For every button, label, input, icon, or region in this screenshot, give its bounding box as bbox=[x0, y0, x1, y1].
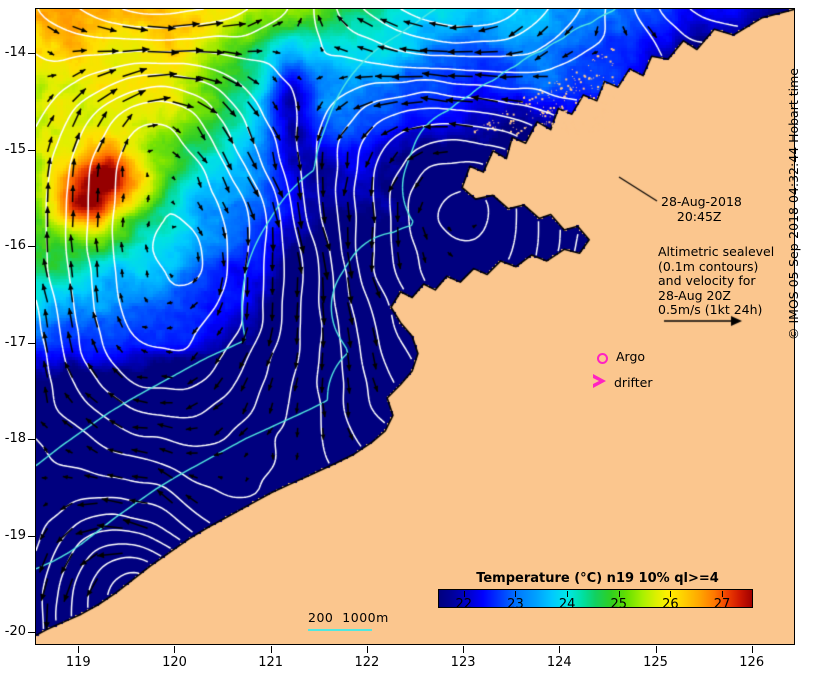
map-plot-area[interactable]: 28-Aug-2018 20:45Z Altimetric sealevel (… bbox=[35, 8, 795, 645]
x-tick bbox=[655, 646, 657, 653]
bathymetry-legend-line bbox=[308, 629, 372, 631]
colorbar-tick-label: 26 bbox=[662, 597, 679, 612]
colorbar-title: Temperature (°C) n19 10% ql>=4 bbox=[476, 571, 719, 586]
drifter-marker-icon bbox=[593, 374, 606, 388]
y-tick bbox=[28, 342, 35, 344]
y-tick-label: -19 bbox=[4, 527, 26, 543]
colorbar-tick bbox=[722, 591, 724, 597]
x-tick-label: 121 bbox=[258, 655, 284, 670]
colorbar-tick bbox=[463, 591, 465, 597]
y-tick bbox=[28, 632, 35, 634]
x-tick-label: 119 bbox=[65, 655, 91, 670]
x-tick bbox=[559, 646, 561, 653]
colorbar-tick bbox=[670, 591, 672, 597]
x-tick bbox=[751, 646, 753, 653]
y-tick bbox=[28, 53, 35, 55]
x-tick-label: 124 bbox=[546, 655, 572, 670]
colorbar-tick-label: 24 bbox=[558, 597, 576, 612]
copyright-label: © IMOS 05-Sep-2018 04:32:44 Hobart time bbox=[786, 68, 801, 340]
pass-time-annotation: 28-Aug-2018 20:45Z bbox=[661, 194, 742, 224]
x-tick-label: 126 bbox=[739, 655, 765, 670]
colorbar-tick bbox=[515, 591, 517, 597]
contours-and-vectors-layer bbox=[36, 9, 794, 644]
y-tick bbox=[28, 439, 35, 441]
y-tick bbox=[28, 149, 35, 151]
argo-legend-label: Argo bbox=[616, 349, 646, 364]
y-tick bbox=[28, 246, 35, 248]
colorbar-tick-label: 23 bbox=[507, 597, 524, 612]
y-tick-label: -16 bbox=[4, 238, 26, 254]
colorbar-tick-label: 27 bbox=[713, 597, 731, 612]
argo-marker-icon bbox=[597, 353, 608, 364]
y-tick-label: -20 bbox=[4, 624, 26, 640]
x-tick-label: 120 bbox=[162, 655, 187, 670]
x-tick bbox=[270, 646, 272, 653]
y-tick-label: -18 bbox=[4, 431, 26, 447]
colorbar-gradient bbox=[438, 589, 753, 608]
x-tick-label: 125 bbox=[643, 655, 668, 670]
bathymetry-legend-label: 200 1000m bbox=[308, 610, 389, 625]
colorbar-tick bbox=[618, 591, 620, 597]
colorbar-tick-label: 22 bbox=[455, 597, 473, 612]
colorbar-tick-label: 25 bbox=[610, 597, 627, 612]
x-tick bbox=[174, 646, 176, 653]
x-tick bbox=[78, 646, 80, 653]
colorbar[interactable]: Temperature (°C) n19 10% ql>=4 22 23 24 25 2… bbox=[435, 571, 760, 612]
altimetry-annotation: Altimetric sealevel (0.1m contours) and … bbox=[658, 244, 775, 317]
y-tick bbox=[28, 535, 35, 537]
x-tick-label: 123 bbox=[450, 655, 476, 670]
colorbar-tick bbox=[567, 591, 569, 597]
x-tick bbox=[463, 646, 465, 653]
y-tick-label: -14 bbox=[4, 45, 26, 61]
x-tick-label: 122 bbox=[354, 655, 380, 670]
x-tick bbox=[366, 646, 368, 653]
y-tick-label: -17 bbox=[4, 334, 26, 350]
drifter-legend-label: drifter bbox=[614, 375, 653, 390]
y-tick-label: -15 bbox=[4, 141, 26, 157]
